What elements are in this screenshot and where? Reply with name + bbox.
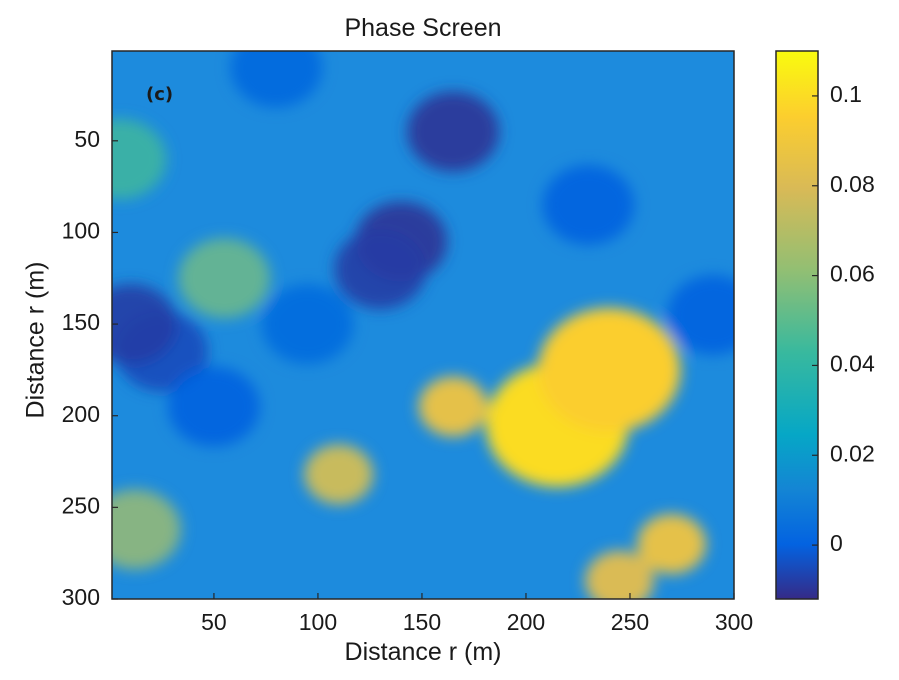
y-axis: 50 100 150 200 250 300 [62, 126, 118, 610]
chart-title: Phase Screen [344, 14, 502, 42]
heatmap-feature [667, 274, 734, 355]
y-tick-label: 150 [62, 309, 100, 335]
colorbar-tick-label: 0.1 [830, 81, 862, 107]
y-tick-label: 200 [62, 401, 100, 427]
colorbar-tick-label: 0.08 [830, 171, 875, 197]
heatmap-feature [304, 444, 374, 505]
heatmap-feature [537, 307, 681, 432]
heatmap-feature [542, 164, 635, 245]
x-tick-label: 150 [403, 609, 441, 635]
heatmap-image [112, 51, 734, 599]
x-tick-label: 100 [299, 609, 337, 635]
x-tick-label: 50 [201, 609, 227, 635]
heatmap-feature [637, 514, 707, 575]
x-axis-label: Distance r (m) [344, 638, 502, 666]
heatmap-feature [178, 238, 271, 319]
y-tick-label: 300 [62, 584, 100, 610]
y-tick-label: 100 [62, 218, 100, 244]
plot-frame [111, 50, 735, 600]
heatmap-feature [167, 366, 260, 447]
colorbar-tick-label: 0.02 [830, 440, 875, 466]
x-tick-label: 200 [507, 609, 545, 635]
heatmap-feature [112, 284, 177, 365]
heatmap-feature [585, 550, 655, 599]
x-axis: 50 100 150 200 250 300 [201, 593, 753, 635]
y-axis-label: Distance r (m) [21, 261, 50, 419]
heatmap-feature [261, 284, 354, 365]
panel-label: (c) [146, 84, 174, 105]
heatmap-feature [230, 51, 323, 108]
y-tick-label: 50 [74, 126, 100, 152]
heatmap-feature [418, 376, 488, 437]
x-tick-label: 250 [611, 609, 649, 635]
y-tick-label: 250 [62, 492, 100, 518]
heatmap-feature [112, 119, 167, 200]
colorbar-axis: 0 0.02 0.04 0.06 0.08 0.1 [812, 81, 875, 556]
colorbar-tick-label: 0.06 [830, 261, 875, 287]
colorbar-tick-label: 0.04 [830, 351, 875, 377]
x-tick-label: 300 [715, 609, 753, 635]
heatmap-feature [407, 91, 500, 172]
heatmap-feature [112, 489, 181, 570]
heatmap-feature [334, 229, 427, 310]
colorbar [775, 50, 819, 600]
colorbar-tick-label: 0 [830, 530, 843, 556]
